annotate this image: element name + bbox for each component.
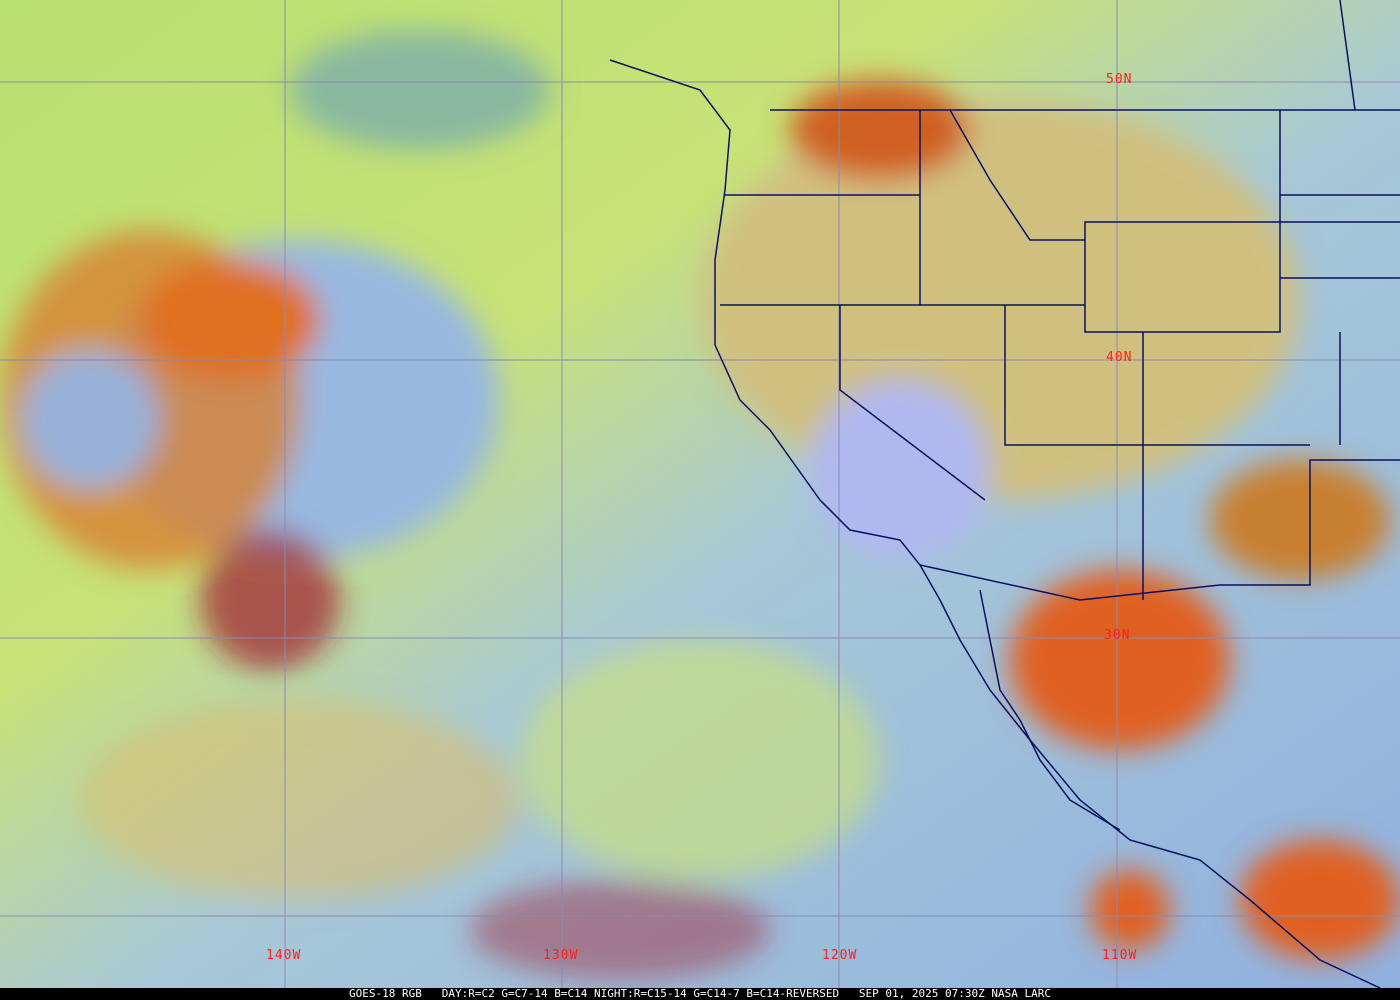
- political-borders: [609, 0, 1400, 988]
- latitude-label-30n: 30N: [1104, 628, 1131, 643]
- latitude-label-40n: 40N: [1106, 350, 1133, 365]
- longitude-label-110w: 110W: [1102, 948, 1138, 963]
- longitude-label-140w: 140W: [266, 948, 302, 963]
- longitude-label-130w: 130W: [543, 948, 579, 963]
- longitude-label-120w: 120W: [822, 948, 858, 963]
- image-caption: GOES-18 RGB DAY:R=C2 G=C7-14 B=C14 NIGHT…: [0, 988, 1400, 1000]
- cloud-features: [0, 30, 1400, 980]
- latitude-label-50n: 50N: [1106, 72, 1133, 87]
